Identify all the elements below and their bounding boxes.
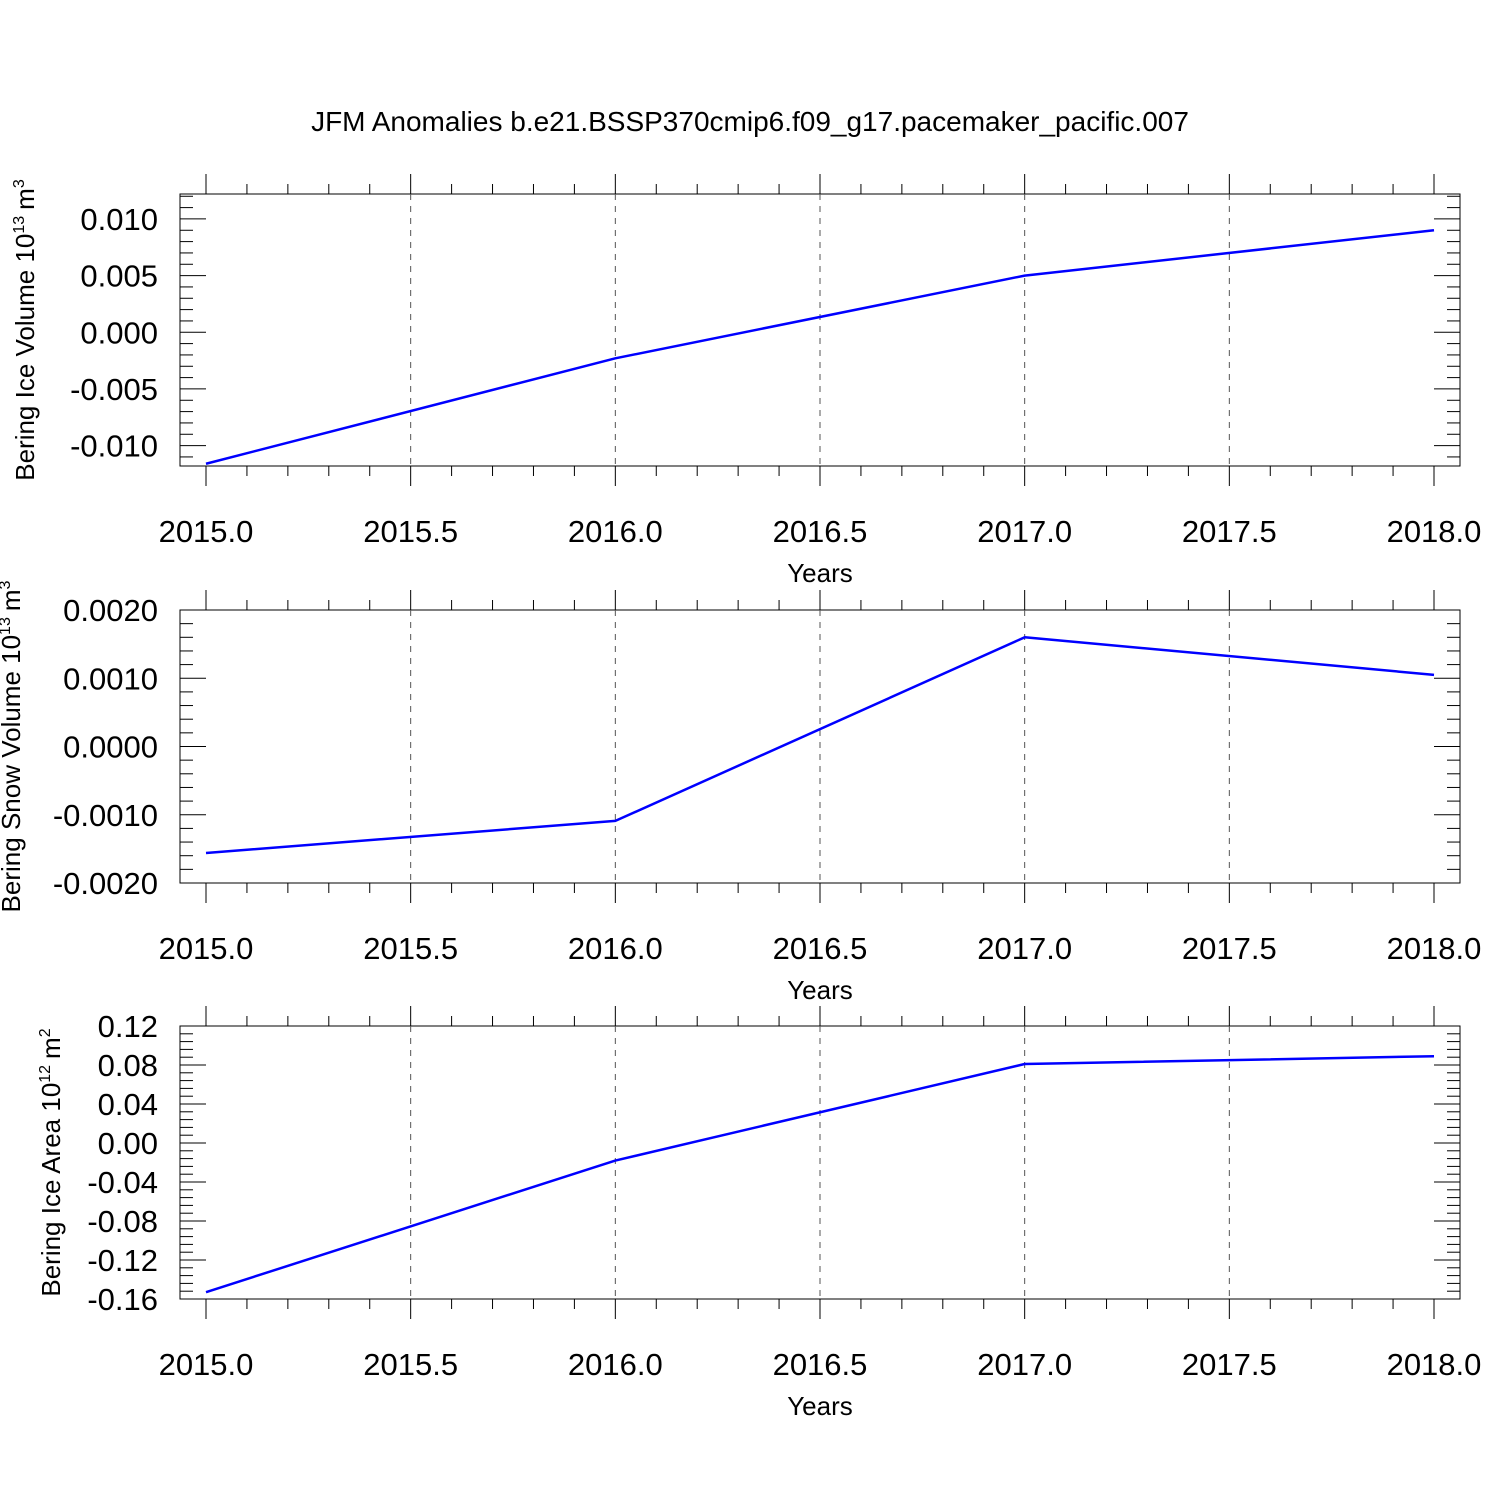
y-tick-label: -0.12 [87,1243,158,1278]
chart-panel-1: 2015.0 2015.5 2016.0 2016.5 2017.0 2017.5 2018… [10,174,1481,588]
x-tick-label: 2015.5 [363,514,458,549]
x-tick-label: 2017.0 [977,1347,1072,1382]
x-axis-label: Years [787,1391,853,1421]
series-line-1 [205,636,1435,855]
y-tick-label: 0.08 [98,1048,158,1083]
chart-panel-2: 2015.0 2015.5 2016.0 2016.5 2017.0 2017.5 2018… [0,580,1481,1005]
x-tick-label: 2015.5 [363,931,458,966]
y-axis-label-exponent: 12 [37,1065,54,1083]
series-line-1 [205,229,1435,465]
x-tick-label: 2016.0 [568,931,663,966]
y-tick-label: 0.005 [80,259,158,294]
x-tick-label: 2018.0 [1387,1347,1482,1382]
y-tick-label: -0.16 [87,1282,158,1317]
x-tick-label: 2017.0 [977,514,1072,549]
y-tick-label: 0.000 [80,315,158,350]
x-tick-label: 2016.5 [773,514,868,549]
y-axis-label-unit-exponent: 3 [11,179,28,188]
x-tick-label: 2016.5 [773,1347,868,1382]
y-tick-label: -0.04 [87,1165,158,1200]
y-tick-label: 0.0020 [63,593,158,628]
series-line-1 [205,1054,1435,1294]
x-tick-label: 2017.5 [1182,1347,1277,1382]
y-axis-label-exponent: 13 [0,617,14,635]
y-axis-label-unit: m [10,188,40,210]
x-tick-label: 2016.5 [773,931,868,966]
y-tick-label: -0.0020 [53,866,158,901]
x-tick-label: 2017.5 [1182,514,1277,549]
y-axis-label-unit: m [36,1037,66,1059]
x-tick-label: 2015.5 [363,1347,458,1382]
y-tick-label: -0.0010 [53,798,158,833]
x-tick-label: 2018.0 [1387,514,1482,549]
y-axis-label-unit: m [0,589,26,611]
y-axis-label: Bering Ice Area 1012 m2 [36,1028,66,1296]
x-axis-label: Years [787,975,853,1005]
y-tick-label: -0.010 [70,429,158,464]
chart-title: JFM Anomalies b.e21.BSSP370cmip6.f09_g17… [311,106,1189,137]
y-tick-label: 0.12 [98,1009,158,1044]
y-tick-label: -0.005 [70,372,158,407]
y-axis-label-text: Bering Ice Volume 10 [10,234,40,481]
x-tick-label: 2016.0 [568,1347,663,1382]
y-tick-label: -0.08 [87,1204,158,1239]
x-tick-label: 2017.5 [1182,931,1277,966]
y-axis-label-exponent: 13 [11,216,28,234]
x-tick-label: 2015.0 [159,514,254,549]
y-axis-label: Bering Snow Volume 1013 m3 [0,580,26,912]
y-tick-label: 0.04 [98,1087,158,1122]
y-axis-label-unit-exponent: 3 [0,580,14,589]
y-tick-label: 0.00 [98,1126,158,1161]
x-tick-label: 2015.0 [159,1347,254,1382]
y-tick-label: 0.010 [80,202,158,237]
y-tick-label: 0.0000 [63,730,158,765]
y-tick-label: 0.0010 [63,661,158,696]
y-axis-label-text: Bering Snow Volume 10 [0,635,26,913]
x-tick-label: 2018.0 [1387,931,1482,966]
y-axis-label: Bering Ice Volume 1013 m3 [10,179,40,481]
x-tick-label: 2015.0 [159,931,254,966]
y-axis-label-text: Bering Ice Area 10 [36,1083,66,1297]
x-axis-label: Years [787,558,853,588]
x-tick-label: 2017.0 [977,931,1072,966]
chart-panel-3: 2015.0 2015.5 2016.0 2016.5 2017.0 2017.5 2018… [36,1006,1481,1421]
x-tick-label: 2016.0 [568,514,663,549]
y-axis-label-unit-exponent: 2 [37,1028,54,1037]
